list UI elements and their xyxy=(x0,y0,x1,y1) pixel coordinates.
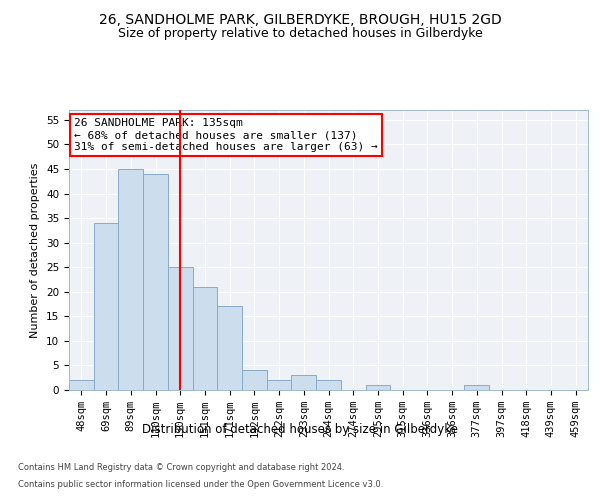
Text: Contains HM Land Registry data © Crown copyright and database right 2024.: Contains HM Land Registry data © Crown c… xyxy=(18,462,344,471)
Text: Contains public sector information licensed under the Open Government Licence v3: Contains public sector information licen… xyxy=(18,480,383,489)
Bar xyxy=(69,380,94,390)
Bar xyxy=(118,169,143,390)
Text: 26, SANDHOLME PARK, GILBERDYKE, BROUGH, HU15 2GD: 26, SANDHOLME PARK, GILBERDYKE, BROUGH, … xyxy=(98,12,502,26)
Text: Size of property relative to detached houses in Gilberdyke: Size of property relative to detached ho… xyxy=(118,28,482,40)
Bar xyxy=(267,380,292,390)
Bar xyxy=(217,306,242,390)
Text: 26 SANDHOLME PARK: 135sqm
← 68% of detached houses are smaller (137)
31% of semi: 26 SANDHOLME PARK: 135sqm ← 68% of detac… xyxy=(74,118,378,152)
Bar xyxy=(464,385,489,390)
Bar xyxy=(143,174,168,390)
Bar xyxy=(292,376,316,390)
Bar xyxy=(365,385,390,390)
Bar xyxy=(316,380,341,390)
Text: Distribution of detached houses by size in Gilberdyke: Distribution of detached houses by size … xyxy=(142,422,458,436)
Bar xyxy=(193,287,217,390)
Bar xyxy=(168,267,193,390)
Y-axis label: Number of detached properties: Number of detached properties xyxy=(31,162,40,338)
Bar xyxy=(94,223,118,390)
Bar xyxy=(242,370,267,390)
